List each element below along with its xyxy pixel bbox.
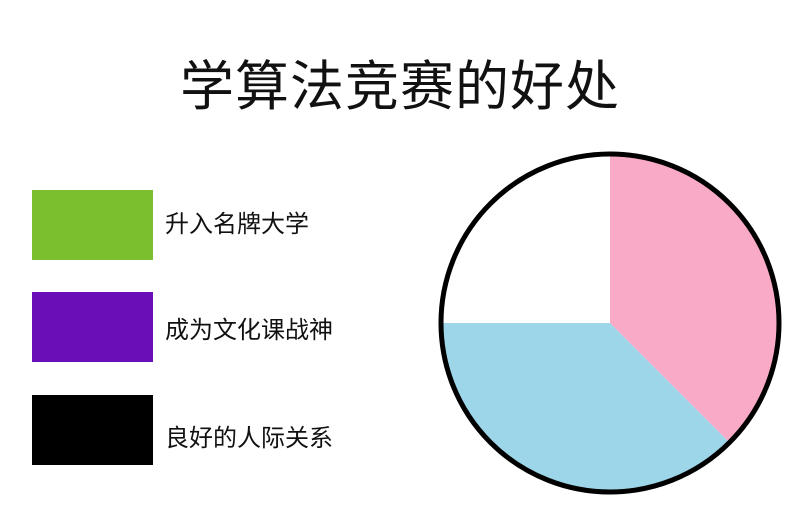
pie-slice-1 (441, 323, 730, 492)
legend-swatch-black (32, 395, 153, 465)
pie-slice-2 (441, 154, 610, 323)
pie-outline (438, 151, 782, 495)
legend-label: 成为文化课战神 (165, 316, 333, 344)
legend-label: 良好的人际关系 (165, 424, 333, 452)
legend-label: 升入名牌大学 (165, 210, 309, 238)
pie-slice-0 (610, 154, 779, 443)
chart-title: 学算法竞赛的好处 (180, 55, 620, 118)
legend-swatch-green (32, 190, 153, 260)
legend-swatch-purple (32, 292, 153, 362)
